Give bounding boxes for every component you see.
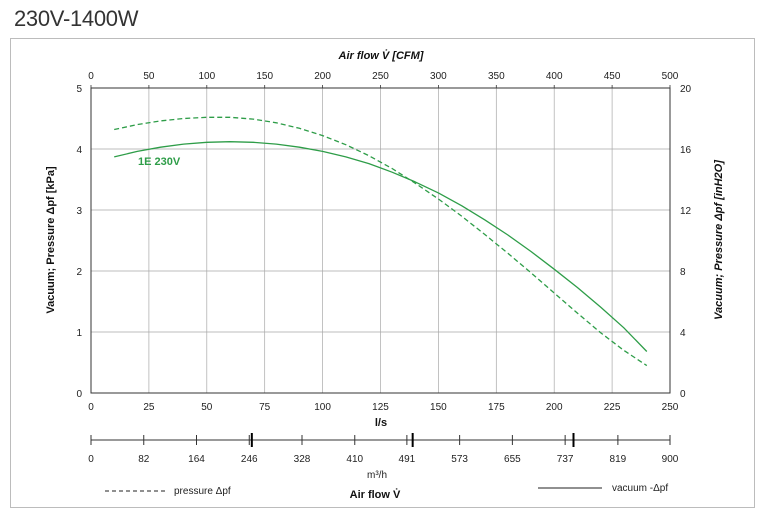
- x-axis-title: l/s: [375, 417, 387, 429]
- y-tick-label: 1: [76, 328, 82, 339]
- x-tick-label: 175: [488, 402, 505, 413]
- top-tick-label: 50: [143, 71, 155, 82]
- m3h-tick-label: 491: [399, 454, 416, 465]
- x-tick-label: 200: [546, 402, 563, 413]
- top-tick-label: 100: [198, 71, 215, 82]
- y-tick-label: 0: [76, 389, 82, 400]
- x-tick-label: 150: [430, 402, 447, 413]
- m3h-tick-label: 900: [662, 454, 679, 465]
- y-tick-label: 4: [76, 145, 82, 156]
- series-label-1e-230v: 1E 230V: [138, 156, 181, 168]
- m3h-tick-label: 164: [188, 454, 205, 465]
- y-tick-label: 2: [76, 267, 82, 278]
- chart-frame: [10, 38, 755, 508]
- top-tick-label: 400: [546, 71, 563, 82]
- page-title: 230V-1400W: [14, 6, 139, 31]
- y-tick-label: 5: [76, 84, 82, 95]
- m3h-tick-label: 410: [346, 454, 363, 465]
- y-right-tick-label: 12: [680, 206, 692, 217]
- legend-pressure-label: pressure Δpf: [174, 486, 231, 497]
- bottom-airflow-title: Air flow V̇: [350, 488, 401, 501]
- m3h-tick-label: 0: [88, 454, 94, 465]
- y-right-axis-title: Vacuum; Pressure Δpf [inH2O]: [713, 160, 725, 320]
- y-tick-label: 3: [76, 206, 82, 217]
- m3h-tick-label: 82: [138, 454, 150, 465]
- pressure-curve: [114, 116, 648, 367]
- top-tick-label: 300: [430, 71, 447, 82]
- m3h-tick-label: 819: [610, 454, 627, 465]
- m3h-tick-label: 328: [294, 454, 311, 465]
- y-right-tick-label: 16: [680, 145, 692, 156]
- x-tick-label: 225: [604, 402, 621, 413]
- y-axis-title: Vacuum; Pressure Δpf [kPa]: [45, 166, 57, 314]
- y-right-tick-label: 20: [680, 84, 692, 95]
- x-tick-label: 100: [314, 402, 331, 413]
- top-tick-label: 0: [88, 71, 94, 82]
- top-tick-label: 150: [256, 71, 273, 82]
- vacuum-curve: [114, 141, 648, 352]
- x-tick-label: 75: [259, 402, 271, 413]
- top-axis-title: Air flow V̇ [CFM]: [338, 49, 424, 62]
- m3h-tick-label: 655: [504, 454, 521, 465]
- m3h-tick-label: 246: [241, 454, 258, 465]
- x-tick-label: 50: [201, 402, 213, 413]
- m3h-tick-label: 737: [557, 454, 574, 465]
- y-right-tick-label: 4: [680, 328, 686, 339]
- x-tick-label: 250: [662, 402, 679, 413]
- m3h-unit-label: m³/h: [367, 470, 387, 481]
- x-tick-label: 0: [88, 402, 94, 413]
- top-tick-label: 450: [604, 71, 621, 82]
- top-tick-label: 200: [314, 71, 331, 82]
- top-tick-label: 250: [372, 71, 389, 82]
- top-tick-label: 500: [662, 71, 679, 82]
- m3h-tick-label: 573: [451, 454, 468, 465]
- top-tick-label: 350: [488, 71, 505, 82]
- legend-vacuum-label: vacuum -Δpf: [612, 483, 668, 494]
- y-right-tick-label: 0: [680, 389, 686, 400]
- x-tick-label: 25: [143, 402, 155, 413]
- plot-area-border: [90, 87, 671, 394]
- y-right-tick-label: 8: [680, 267, 686, 278]
- x-tick-label: 125: [372, 402, 389, 413]
